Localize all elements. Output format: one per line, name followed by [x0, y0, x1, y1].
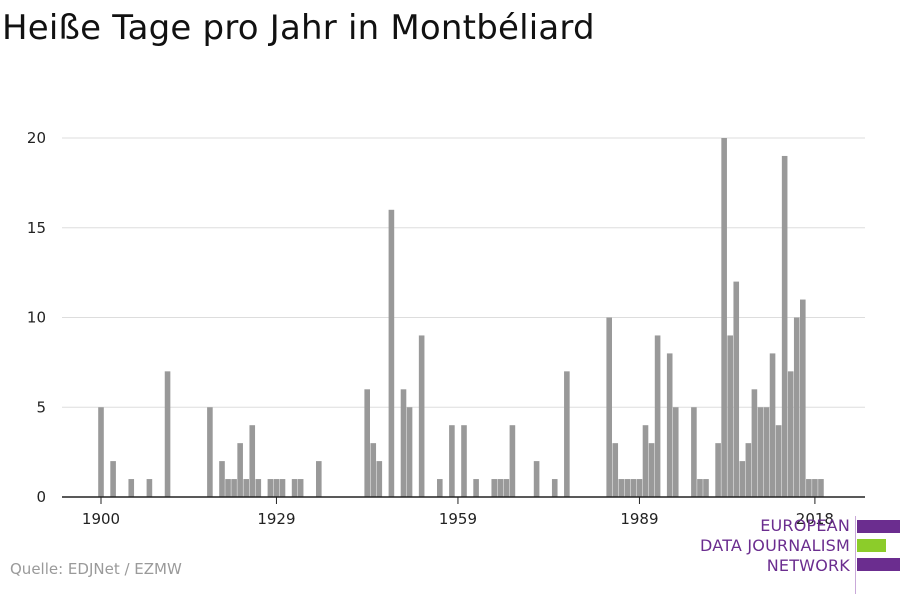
bar-1999 [697, 479, 703, 497]
bar-1928 [267, 479, 274, 497]
logo-bar-purple-top [857, 520, 900, 533]
x-tick-label: 1929 [257, 510, 295, 528]
bar-1950 [400, 389, 407, 497]
bar-2006 [739, 461, 746, 497]
logo-line-2: DATA JOURNALISM [700, 536, 850, 555]
bar-1936 [316, 461, 322, 497]
bar-2016 [800, 299, 806, 497]
bar-2013 [781, 155, 788, 497]
logo-line-1: EUROPEAN [760, 516, 850, 535]
bar-1960 [461, 425, 467, 497]
bar-2012 [775, 425, 782, 497]
bar-2004 [727, 335, 733, 497]
bar-1945 [370, 443, 377, 497]
y-tick-label: 15 [27, 219, 46, 237]
logo-bar-purple-bottom [857, 558, 900, 571]
bar-1918 [207, 407, 213, 497]
logo-divider [855, 516, 856, 594]
bar-1922 [231, 479, 237, 497]
bar-2008 [751, 389, 758, 497]
bar-2007 [745, 443, 752, 497]
source-note: Quelle: EDJNet / EZMW [10, 560, 182, 578]
bar-1932 [291, 479, 298, 497]
bar-1924 [243, 479, 249, 497]
bar-1962 [473, 479, 479, 497]
y-tick-label: 20 [27, 129, 46, 147]
bar-1920 [219, 461, 225, 497]
bar-1905 [128, 479, 135, 497]
bar-1967 [503, 479, 510, 497]
bar-1966 [497, 479, 504, 497]
x-tick-label: 1959 [439, 510, 477, 528]
bar-1953 [418, 335, 425, 497]
bar-1921 [225, 479, 231, 497]
logo-bar-green [857, 539, 886, 552]
bar-1926 [255, 479, 262, 497]
bar-2014 [787, 371, 794, 497]
x-tick-label: 2018 [796, 510, 834, 528]
bar-1958 [449, 425, 455, 497]
bar-1984 [606, 317, 612, 497]
bar-2002 [715, 443, 721, 497]
bar-2017 [806, 479, 812, 497]
bar-2005 [733, 281, 740, 497]
y-tick-label: 0 [36, 488, 46, 506]
bar-1946 [376, 461, 383, 497]
bar-1948 [388, 209, 395, 498]
bar-1972 [533, 461, 540, 497]
bar-1990 [642, 425, 649, 497]
bar-1965 [491, 479, 498, 497]
bar-1911 [164, 371, 171, 497]
chart-title: Heiße Tage pro Jahr in Montbéliard [2, 8, 595, 48]
bars [98, 138, 824, 498]
bar-1902 [110, 461, 116, 497]
bar-1994 [666, 353, 673, 497]
bar-1977 [564, 371, 570, 497]
bar-1933 [297, 479, 304, 497]
bar-1956 [437, 479, 443, 497]
bar-1986 [618, 479, 625, 497]
bar-1944 [364, 389, 370, 497]
bar-1995 [672, 407, 679, 497]
bar-1929 [273, 479, 280, 497]
bar-1900 [98, 407, 104, 497]
bar-1985 [612, 443, 619, 497]
edjnet-logo[interactable]: EUROPEAN DATA JOURNALISM NETWORK [700, 516, 900, 594]
bar-1975 [551, 479, 558, 497]
bar-1987 [624, 479, 631, 497]
logo-line-3: NETWORK [766, 556, 850, 575]
bar-1992 [654, 335, 661, 497]
bar-1908 [146, 479, 153, 497]
x-tick-label: 1900 [82, 510, 120, 528]
bar-1998 [691, 407, 697, 497]
bar-1930 [279, 479, 286, 497]
bar-2000 [703, 479, 709, 497]
bar-1988 [630, 479, 637, 497]
bar-1989 [636, 479, 643, 497]
bar-2015 [793, 317, 800, 497]
bar-2018 [812, 479, 818, 497]
bar-2009 [757, 407, 764, 497]
grid-lines [62, 137, 865, 408]
bar-2003 [721, 138, 727, 497]
bar-1925 [249, 425, 256, 497]
bar-1951 [406, 407, 413, 497]
x-tick-label: 1989 [620, 510, 658, 528]
bar-2019 [818, 479, 824, 497]
bar-1923 [237, 443, 243, 497]
y-tick-label: 10 [27, 309, 46, 327]
bar-1991 [648, 443, 655, 497]
bar-2010 [763, 407, 770, 497]
bar-1968 [509, 425, 516, 497]
axes: 0 5 10 15 20 1900 1929 1959 1989 2018 [27, 129, 865, 528]
bar-2011 [769, 353, 776, 497]
y-tick-label: 5 [36, 398, 46, 416]
